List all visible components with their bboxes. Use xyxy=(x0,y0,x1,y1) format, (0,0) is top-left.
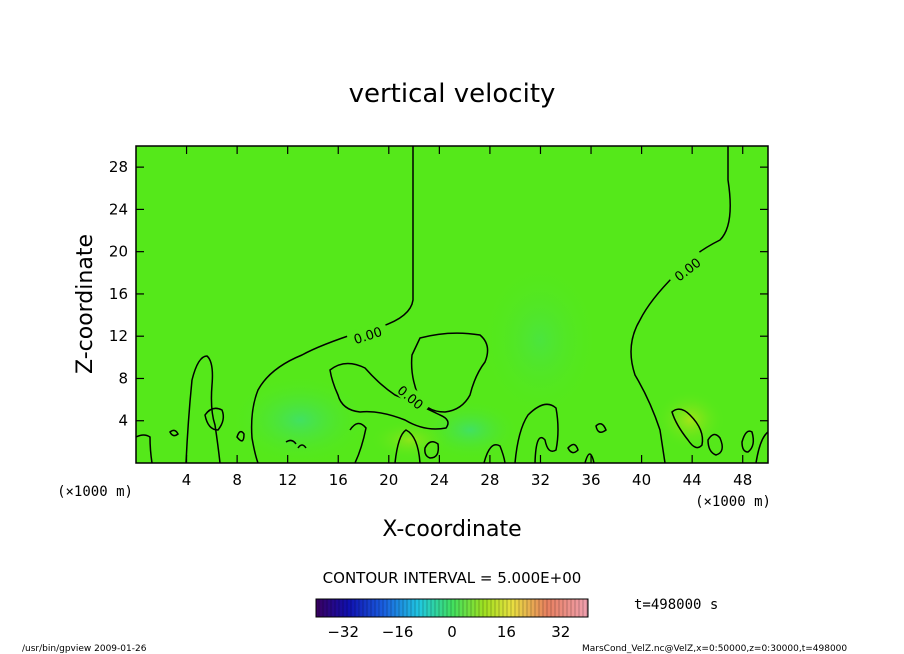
contour-line xyxy=(329,362,449,430)
contour-interval-text: CONTOUR INTERVAL = 5.000E+00 xyxy=(323,569,582,587)
footer-right: MarsCond_VelZ.nc@VelZ,x=0:50000,z=0:3000… xyxy=(582,644,847,654)
contour-line xyxy=(236,430,245,442)
contour-line xyxy=(755,431,768,463)
colorbar-tick-label: 0 xyxy=(447,623,457,641)
y-tick-label: 16 xyxy=(109,285,128,303)
colorbar-tick-label: −32 xyxy=(327,623,359,641)
x-axis-label: X-coordinate xyxy=(382,517,521,542)
y-tick-label: 12 xyxy=(109,327,128,345)
colorbar-ticks: −32 −16 0 16 32 xyxy=(327,623,570,641)
contour-line xyxy=(285,439,307,449)
time-label: t=498000 s xyxy=(634,597,718,613)
contour-line xyxy=(584,453,595,463)
colorbar-tick-label: 16 xyxy=(497,623,516,641)
contour-line xyxy=(595,423,607,433)
contour-line xyxy=(707,433,723,456)
x-axis: 4 8 12 16 20 24 28 32 36 40 44 48 xyxy=(182,146,752,489)
contour-line xyxy=(671,408,704,449)
x-tick-label: 36 xyxy=(581,471,600,489)
chart-title: vertical velocity xyxy=(349,79,556,109)
x-tick-label: 4 xyxy=(182,471,192,489)
field-updraft-region xyxy=(480,260,600,420)
x-tick-label: 40 xyxy=(632,471,651,489)
x-tick-label: 20 xyxy=(379,471,398,489)
x-unit-right: (×1000 m) xyxy=(695,494,771,510)
colorbar-gradient xyxy=(315,598,589,618)
x-tick-label: 16 xyxy=(329,471,348,489)
y-tick-label: 20 xyxy=(109,243,128,261)
contour-line xyxy=(567,443,579,454)
x-tick-label: 8 xyxy=(232,471,242,489)
x-unit-left: (×1000 m) xyxy=(57,484,133,500)
y-axis: 4 8 12 16 20 24 28 xyxy=(109,158,768,430)
contour-line xyxy=(741,430,755,453)
colorbar-stripes xyxy=(318,599,588,617)
x-tick-label: 48 xyxy=(733,471,752,489)
contour-line xyxy=(185,355,221,463)
contour-line xyxy=(169,429,179,437)
colorbar-tick-label: −16 xyxy=(382,623,414,641)
colorbar-tick-label: 32 xyxy=(551,623,570,641)
x-tick-label: 12 xyxy=(278,471,297,489)
contour-zero-line xyxy=(630,146,731,463)
y-tick-label: 24 xyxy=(109,200,128,218)
footer-left: /usr/bin/gpview 2009-01-26 xyxy=(22,644,147,654)
x-tick-label: 32 xyxy=(531,471,550,489)
plot-frame xyxy=(135,145,769,464)
contour-line xyxy=(514,403,559,463)
x-tick-label: 28 xyxy=(480,471,499,489)
colorbar: −32 −16 0 16 32 xyxy=(315,598,589,641)
field-updraft-region xyxy=(230,375,370,463)
y-axis-label: Z-coordinate xyxy=(73,234,98,374)
x-tick-label: 44 xyxy=(683,471,702,489)
contour-line xyxy=(136,434,153,463)
contour-line xyxy=(204,407,225,431)
contour-line xyxy=(424,441,440,459)
field-updraft-region xyxy=(370,420,450,460)
x-tick-label: 24 xyxy=(430,471,449,489)
contour-line xyxy=(394,429,421,463)
y-tick-label: 4 xyxy=(118,412,128,430)
plot-area: 0.00 0.00 0.00 xyxy=(136,146,768,463)
field-updraft-region xyxy=(655,390,725,450)
contour-line xyxy=(483,444,506,463)
contour-line xyxy=(349,422,367,463)
y-tick-label: 28 xyxy=(109,158,128,176)
y-tick-label: 8 xyxy=(118,369,128,387)
